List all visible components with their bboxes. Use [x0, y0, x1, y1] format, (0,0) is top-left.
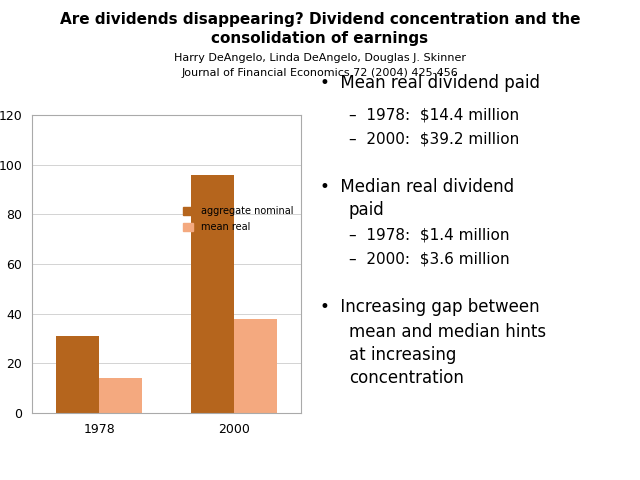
Text: Journal of Financial Economics 72 (2004) 425-456: Journal of Financial Economics 72 (2004)… [182, 68, 458, 78]
Bar [191, 175, 234, 413]
Text: consolidation of earnings: consolidation of earnings [211, 31, 429, 46]
Bar [234, 319, 276, 413]
Text: Harry DeAngelo, Linda DeAngelo, Douglas J. Skinner: Harry DeAngelo, Linda DeAngelo, Douglas … [174, 53, 466, 63]
Bar [56, 336, 99, 413]
Text: Are dividends disappearing? Dividend concentration and the: Are dividends disappearing? Dividend con… [60, 12, 580, 27]
Text: –  1978:  $14.4 million: – 1978: $14.4 million [349, 107, 519, 122]
Bar [99, 378, 142, 413]
Legend: aggregate nominal, mean real: aggregate nominal, mean real [180, 204, 296, 235]
Text: –  1978:  $1.4 million: – 1978: $1.4 million [349, 228, 509, 243]
Text: •  Mean real dividend paid: • Mean real dividend paid [320, 74, 540, 93]
Text: concentration: concentration [349, 369, 463, 387]
Text: –  2000:  $39.2 million: – 2000: $39.2 million [349, 131, 519, 146]
Text: –  2000:  $3.6 million: – 2000: $3.6 million [349, 252, 509, 267]
Text: •  Median real dividend: • Median real dividend [320, 178, 514, 196]
Text: •  Increasing gap between: • Increasing gap between [320, 298, 540, 316]
Text: paid: paid [349, 201, 385, 219]
Text: at increasing: at increasing [349, 346, 456, 364]
Text: mean and median hints: mean and median hints [349, 323, 546, 341]
